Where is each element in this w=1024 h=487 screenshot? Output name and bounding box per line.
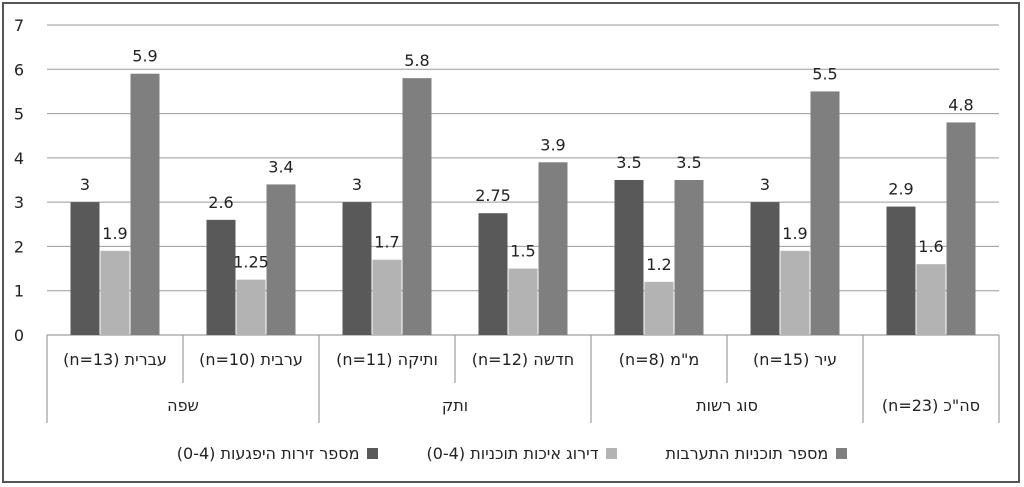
- y-tick-label: 4: [14, 149, 24, 168]
- group-label: ותק: [442, 396, 468, 415]
- data-label: 2.6: [208, 193, 233, 212]
- legend-label: מספר זירות היפגעות (0-4): [176, 443, 360, 463]
- legend-label: דירוג איכות תוכניות (0-4): [426, 443, 599, 463]
- y-tick-label: 3: [14, 193, 24, 212]
- data-label: 3.9: [540, 135, 565, 154]
- group-label: סוג רשות: [696, 396, 758, 415]
- data-label: 5.8: [404, 51, 429, 70]
- data-label: 3.4: [268, 157, 293, 176]
- bar: [70, 202, 100, 335]
- bar: [780, 250, 810, 335]
- bar: [810, 91, 840, 335]
- x-tick-label: חדשה (n=12): [472, 350, 574, 369]
- bar: [402, 78, 432, 336]
- data-label: 2.75: [475, 186, 511, 205]
- data-label: 1.25: [233, 253, 269, 272]
- data-label: 1.5: [510, 242, 535, 261]
- bar: [100, 250, 130, 335]
- x-tick-label: ערבית (n=10): [199, 350, 303, 369]
- legend-item: מספר זירות היפגעות (0-4): [177, 444, 379, 463]
- bar: [750, 202, 780, 335]
- data-label: 3: [352, 175, 362, 194]
- bar: [886, 206, 916, 335]
- data-label: 1.7: [374, 233, 399, 252]
- y-tick-label: 5: [14, 105, 24, 124]
- bar: [916, 264, 946, 335]
- bar: [644, 281, 674, 335]
- bar: [508, 268, 538, 335]
- bar: [538, 162, 568, 335]
- group-label: שפה: [167, 396, 199, 415]
- bar: [478, 213, 508, 335]
- x-axis: עברית (n=13) ערבית (n=10) ותיקה (n=11) חדשה…: [46, 335, 1000, 423]
- y-tick-label: 7: [14, 16, 24, 35]
- legend-swatch: [836, 447, 848, 459]
- bar: [236, 279, 266, 335]
- legend-item: מספר תוכניות התערבות: [665, 443, 848, 463]
- group-label: סה"כ (n=23): [882, 396, 980, 415]
- bar: [946, 122, 976, 335]
- x-tick-label: עברית (n=13): [63, 350, 167, 369]
- data-label: 5.9: [132, 47, 157, 66]
- bar: [674, 180, 704, 335]
- bar: [266, 184, 296, 335]
- data-label: 3: [760, 175, 770, 194]
- bars: [70, 73, 976, 336]
- data-label: 1.9: [102, 224, 127, 243]
- x-tick-label: מ"מ (n=8): [619, 350, 699, 369]
- legend-swatch: [606, 447, 618, 459]
- data-label: 1.2: [646, 255, 671, 274]
- y-tick-label: 1: [14, 282, 24, 301]
- bar: [130, 73, 160, 335]
- bar: [206, 219, 236, 335]
- y-axis: 0 1 2 3 4 5 6 7: [14, 16, 24, 345]
- bar: [342, 202, 372, 335]
- data-label: 3: [80, 175, 90, 194]
- y-tick-label: 2: [14, 237, 24, 256]
- data-label: 5.5: [812, 64, 837, 83]
- legend-item: דירוג איכות תוכניות (0-4): [426, 443, 618, 463]
- x-tick-label: ותיקה (n=11): [336, 350, 438, 369]
- data-label: 1.6: [918, 237, 943, 256]
- bar: [614, 180, 644, 335]
- legend-label: מספר תוכניות התערבות: [665, 443, 829, 463]
- data-label: 4.8: [948, 95, 973, 114]
- data-label: 3.5: [616, 153, 641, 172]
- legend-swatch: [367, 447, 379, 459]
- data-labels: 3 2.6 3 2.75 3.5 3 2.9 1.9 1.25 1.7 1.5 1.2 1.9 1.6 5.…: [80, 47, 974, 274]
- gridlines: [47, 24, 999, 336]
- data-label: 1.9: [782, 224, 807, 243]
- y-tick-label: 6: [14, 60, 24, 79]
- data-label: 3.5: [676, 153, 701, 172]
- y-tick-label: 0: [14, 326, 24, 345]
- data-label: 2.9: [888, 180, 913, 199]
- bar: [372, 259, 402, 335]
- legend: מספר תוכניות התערבות דירוג איכות תוכניות …: [0, 438, 1024, 468]
- x-tick-label: עיר (n=15): [753, 350, 837, 369]
